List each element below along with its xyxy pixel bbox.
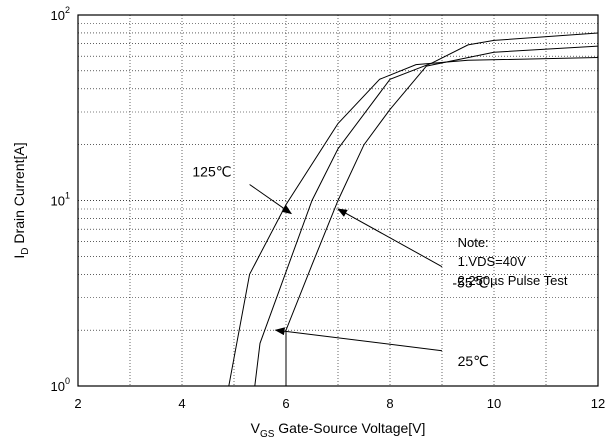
y-axis-title: ID Drain Current[A] — [11, 142, 31, 258]
x-tick-label: 12 — [591, 396, 605, 411]
plot-frame — [77, 14, 599, 387]
series-line — [285, 45, 599, 386]
annotation-label: 25℃ — [458, 353, 489, 369]
x-tick-label: 6 — [282, 396, 289, 411]
annotation-arrow — [274, 327, 443, 352]
annotation-label: -55℃ — [452, 274, 488, 290]
series-group — [228, 32, 599, 387]
tick-labels: 2 4 6 8 10 12 100 101 102 — [51, 5, 606, 411]
note-line: Note: — [458, 235, 489, 250]
annotations: 125℃ -55℃ 25℃ — [192, 163, 488, 369]
x-tick-label: 4 — [178, 396, 185, 411]
note-line: 1.VDS=40V — [458, 254, 527, 269]
note-line: 2.250µs Pulse Test — [458, 273, 568, 288]
annotation-label: 125℃ — [192, 163, 231, 179]
x-tick-label: 2 — [74, 396, 81, 411]
test-note: Note: 1.VDS=40V 2.250µs Pulse Test — [458, 235, 568, 288]
x-tick-label: 8 — [386, 396, 393, 411]
y-tick-label: 101 — [51, 191, 70, 209]
y-tick-label: 102 — [51, 5, 70, 23]
series-line — [228, 57, 599, 387]
series-line — [254, 32, 599, 387]
annotation-arrow — [249, 184, 293, 215]
x-tick-label: 10 — [487, 396, 501, 411]
grid — [78, 14, 598, 386]
y-tick-label: 100 — [51, 376, 70, 394]
x-axis-title: VGS Gate-Source Voltage[V] — [251, 420, 426, 440]
annotation-arrow — [337, 208, 443, 268]
